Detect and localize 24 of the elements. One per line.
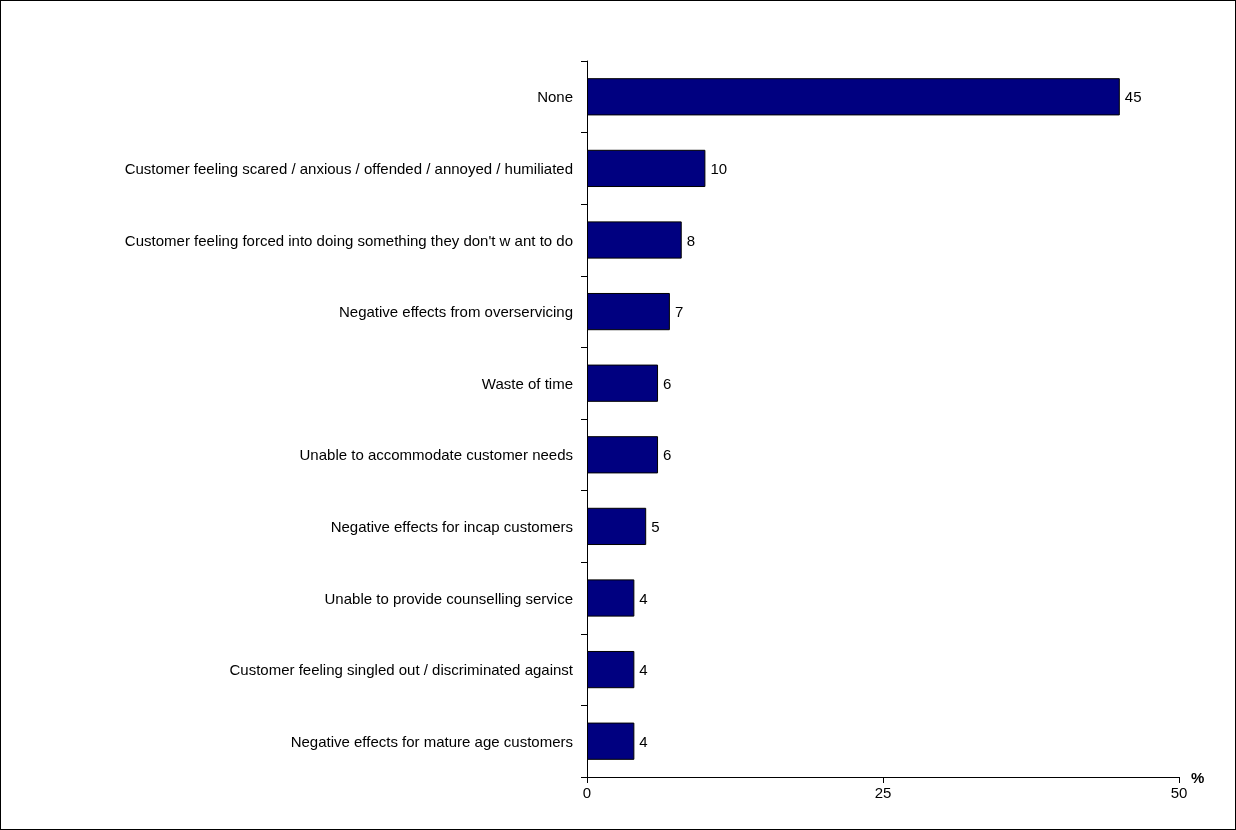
y-tick-label: Waste of time	[481, 374, 573, 392]
y-tick-label: Customer feeling forced into doing something they don't w ant to do	[124, 231, 573, 249]
y-tick-label: Customer feeling singled out / discriminated against	[229, 661, 574, 679]
y-tick-label: Unable to provide counselling service	[324, 589, 573, 607]
data-label: 7	[674, 303, 684, 321]
y-tick-label: Unable to accommodate customer needs	[299, 446, 573, 464]
y-tick-label: Customer feeling scared / anxious / offended / annoyed / humiliated	[124, 159, 573, 177]
x-tick-label: 50	[1170, 784, 1188, 801]
x-tick-label: 25	[874, 784, 892, 801]
y-tick-label: Negative effects for mature age customers	[290, 732, 573, 750]
y-tick-label: Negative effects for incap customers	[330, 517, 573, 535]
x-axis-title: %	[1191, 768, 1205, 786]
data-label: 6	[663, 446, 672, 464]
data-label: 45	[1124, 88, 1142, 106]
data-label: 8	[686, 231, 696, 249]
data-label: 5	[651, 517, 660, 535]
y-tick-label: Negative effects from overservicing	[339, 303, 573, 321]
data-label: 10	[710, 159, 728, 177]
data-label: 6	[663, 374, 672, 392]
y-tick-label: None	[537, 88, 573, 106]
data-label: 4	[639, 589, 648, 607]
data-label: 4	[639, 661, 648, 679]
x-tick-label: 0	[582, 784, 592, 801]
data-label: 4	[639, 732, 648, 750]
